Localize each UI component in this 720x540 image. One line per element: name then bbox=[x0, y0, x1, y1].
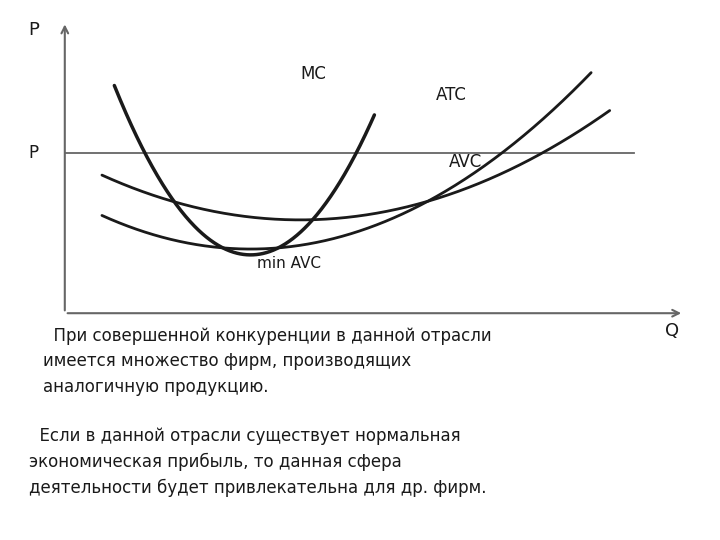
Text: Если в данной отрасли существует нормальная
экономическая прибыль, то данная сфе: Если в данной отрасли существует нормаль… bbox=[29, 427, 486, 497]
Text: P: P bbox=[28, 22, 40, 39]
Text: Q: Q bbox=[665, 322, 679, 340]
Text: MC: MC bbox=[300, 65, 326, 83]
Text: ATC: ATC bbox=[436, 85, 467, 104]
Text: min AVC: min AVC bbox=[257, 256, 320, 271]
Text: AVC: AVC bbox=[449, 153, 482, 171]
Text: P: P bbox=[29, 144, 39, 162]
Text: При совершенной конкуренции в данной отрасли
имеется множество фирм, производящи: При совершенной конкуренции в данной отр… bbox=[43, 327, 492, 396]
